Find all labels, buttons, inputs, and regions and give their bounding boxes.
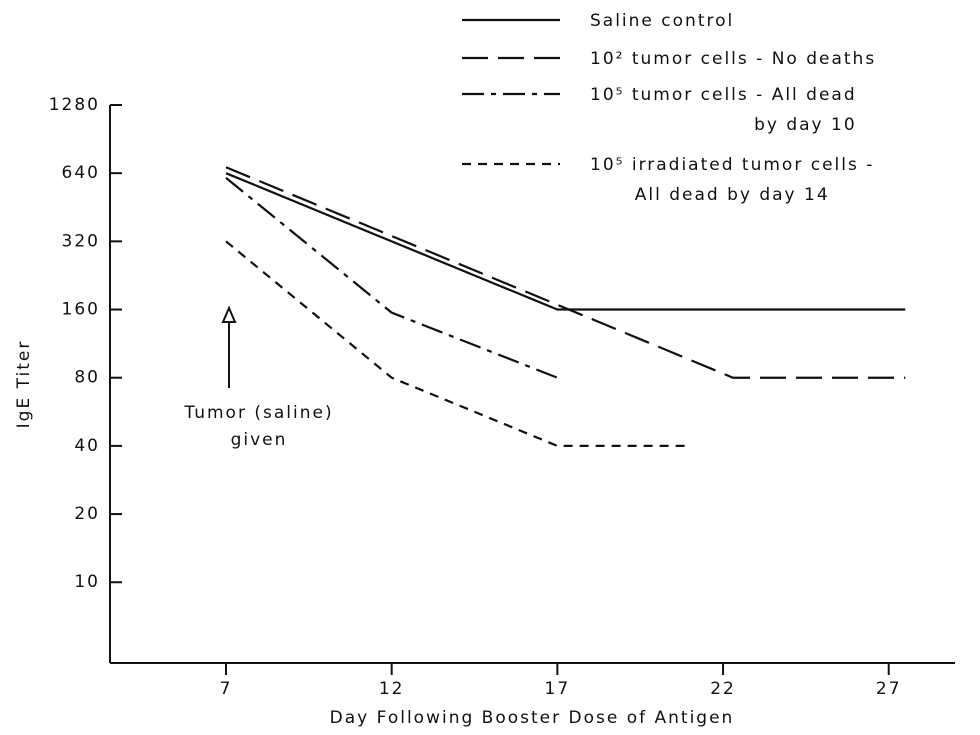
series-line <box>225 240 690 447</box>
y-axis-label: IgE Titer <box>14 340 34 429</box>
y-tick-label: 10 <box>74 572 100 592</box>
legend-entry: 10⁵ tumor cells - All dead by day 10 <box>590 85 857 135</box>
annotation: Tumor (saline) given <box>184 403 334 450</box>
x-tick-label: 12 <box>379 679 405 699</box>
x-tick-label: 27 <box>876 679 902 699</box>
series-line <box>225 177 558 379</box>
y-tick-label: 1280 <box>49 95 100 115</box>
x-tick-label: 17 <box>545 679 571 699</box>
y-tick-label: 40 <box>74 436 100 456</box>
legend-entry: 10² tumor cells - No deaths <box>590 49 877 69</box>
y-tick-label: 320 <box>62 231 100 251</box>
y-tick-label: 80 <box>74 368 100 388</box>
series-line <box>225 172 906 311</box>
x-tick-label: 7 <box>220 679 233 699</box>
legend-entry: 10⁵ irradiated tumor cells - All dead by… <box>590 155 875 205</box>
series-line <box>225 166 906 379</box>
y-tick-label: 160 <box>62 300 100 320</box>
x-axis-label: Day Following Booster Dose of Antigen <box>330 708 735 728</box>
annotation-arrowhead <box>221 305 237 323</box>
legend-entry: Saline control <box>590 11 735 31</box>
x-tick-label: 22 <box>710 679 736 699</box>
y-tick-label: 640 <box>62 163 100 183</box>
y-tick-label: 20 <box>74 504 100 524</box>
